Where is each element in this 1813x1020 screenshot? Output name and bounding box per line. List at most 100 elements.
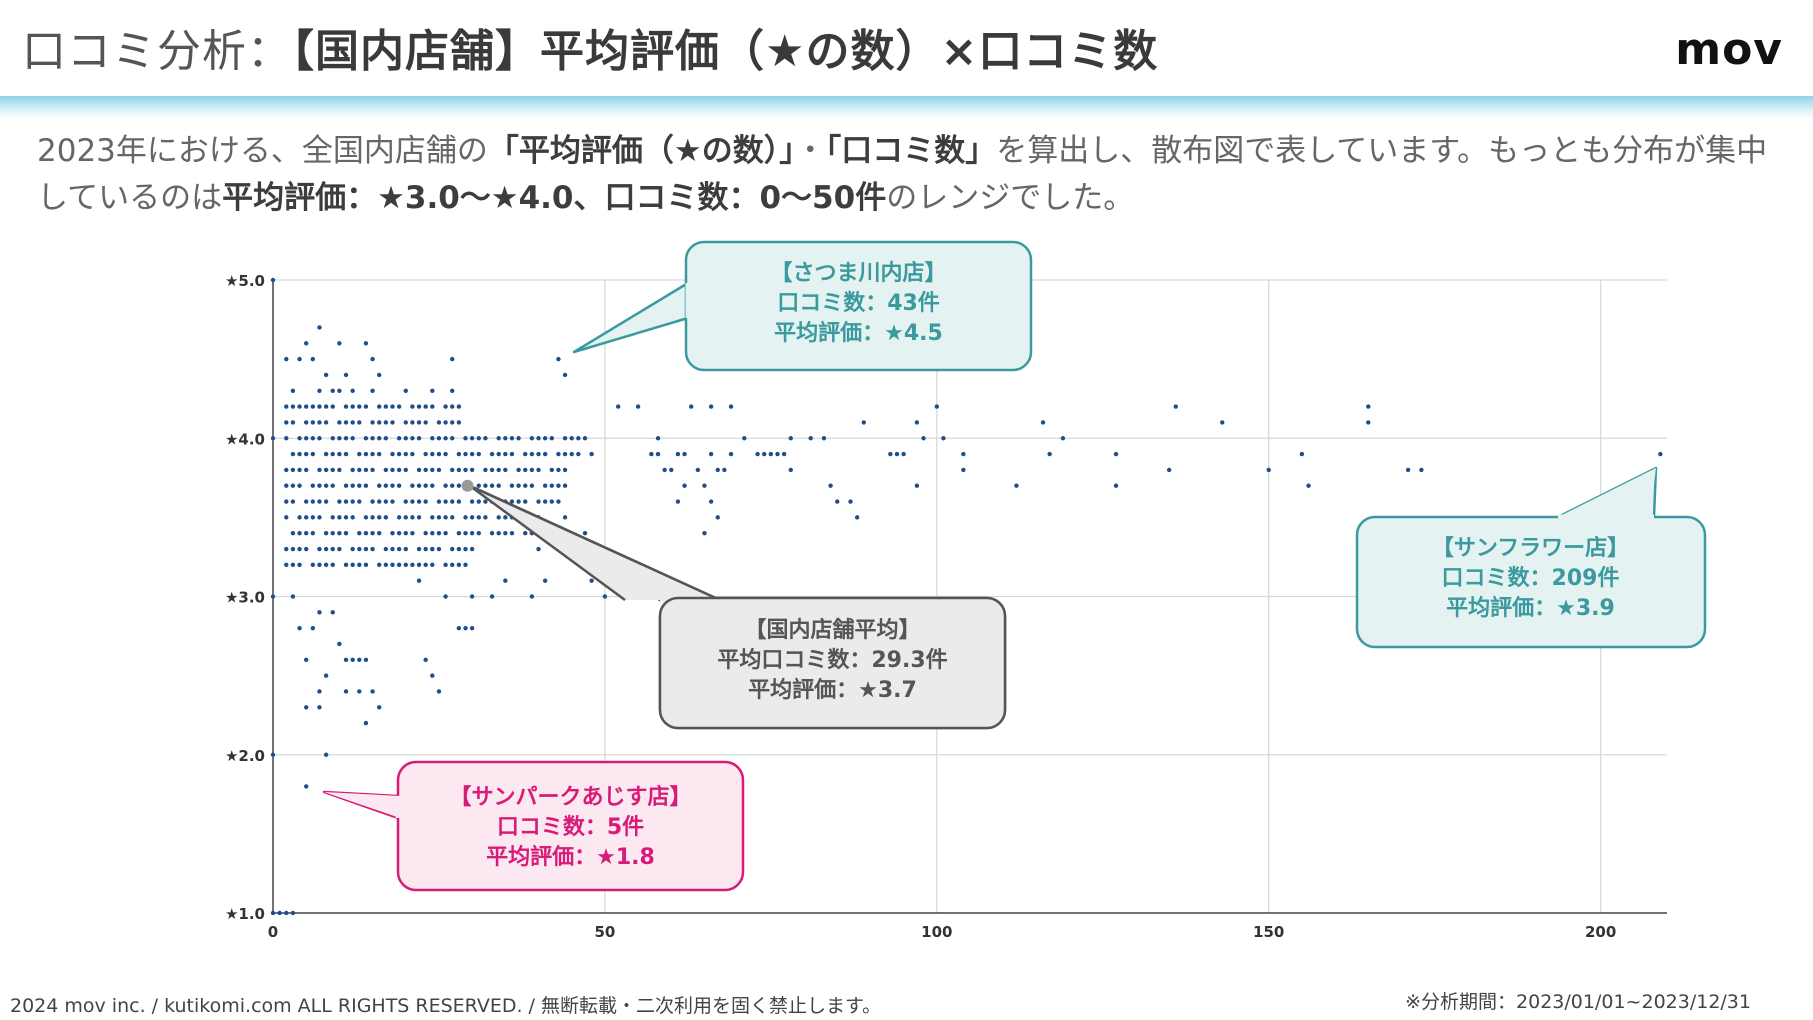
data-point xyxy=(303,657,309,662)
callout-satsuma-reviews: 口コミ数：43件 xyxy=(777,291,940,316)
data-point xyxy=(788,436,793,441)
data-point xyxy=(310,356,316,362)
data-point xyxy=(516,436,521,441)
data-point xyxy=(941,436,946,441)
data-point xyxy=(436,499,442,504)
data-point xyxy=(310,436,316,441)
data-point xyxy=(1047,451,1052,457)
data-point xyxy=(463,546,468,552)
data-point xyxy=(463,451,468,457)
bubble-sunflower-tail-fill xyxy=(1558,468,1656,517)
data-point xyxy=(350,436,355,441)
data-point xyxy=(330,515,335,520)
data-point xyxy=(450,546,455,552)
data-point xyxy=(961,467,966,473)
data-point xyxy=(416,404,422,409)
data-point xyxy=(503,451,508,457)
data-point xyxy=(390,451,395,457)
data-point xyxy=(363,546,369,552)
data-point xyxy=(728,451,734,457)
data-point xyxy=(483,483,488,488)
data-point xyxy=(416,562,422,568)
data-point xyxy=(529,483,535,488)
data-point xyxy=(370,546,375,552)
data-point xyxy=(708,451,714,457)
data-point xyxy=(357,546,362,552)
data-point xyxy=(1366,420,1371,425)
data-point xyxy=(496,483,501,488)
data-point xyxy=(436,689,442,694)
data-point xyxy=(463,625,468,631)
data-point xyxy=(476,483,481,488)
data-point xyxy=(310,515,316,520)
data-point xyxy=(350,562,355,568)
data-point xyxy=(370,420,375,425)
data-point xyxy=(337,436,342,441)
data-point xyxy=(436,420,442,425)
data-point xyxy=(1419,467,1424,473)
data-point xyxy=(363,341,369,346)
data-point xyxy=(436,515,442,520)
data-point xyxy=(562,436,568,441)
data-point xyxy=(768,451,774,457)
callout-average: 【国内店舗平均】 平均口コミ数：29.3件 平均評価：★3.7 xyxy=(660,616,1005,706)
data-point xyxy=(516,467,521,473)
data-point xyxy=(682,451,687,457)
data-point xyxy=(469,499,475,504)
data-point xyxy=(503,515,508,520)
data-point xyxy=(337,531,342,536)
data-point xyxy=(1014,483,1019,488)
data-point xyxy=(443,594,448,599)
data-point xyxy=(708,404,714,409)
data-point xyxy=(562,451,568,457)
data-point xyxy=(323,531,329,536)
data-point xyxy=(443,531,448,536)
data-point xyxy=(615,404,621,409)
data-point xyxy=(284,499,289,504)
data-point xyxy=(337,420,342,425)
callout-average-name: 【国内店舗平均】 xyxy=(744,618,921,643)
data-point xyxy=(416,515,422,520)
data-point xyxy=(377,705,382,710)
data-point xyxy=(410,562,415,568)
data-point xyxy=(330,436,335,441)
data-point xyxy=(1220,420,1225,425)
data-point xyxy=(456,562,462,568)
data-point xyxy=(476,499,481,504)
data-point xyxy=(270,594,276,599)
data-point xyxy=(357,499,362,504)
data-point xyxy=(383,562,389,568)
data-point xyxy=(270,910,276,916)
data-point xyxy=(436,467,442,473)
data-point xyxy=(556,483,561,488)
data-point xyxy=(675,499,681,504)
data-point xyxy=(343,515,349,520)
data-point xyxy=(423,404,428,409)
data-point xyxy=(450,499,455,504)
data-point xyxy=(682,483,687,488)
footer-copyright: 2024 mov inc. / kutikomi.com ALL RIGHTS … xyxy=(10,995,882,1017)
data-point xyxy=(317,546,322,552)
data-point xyxy=(370,356,375,362)
data-point xyxy=(357,562,362,568)
data-point xyxy=(523,483,528,488)
data-point xyxy=(655,436,661,441)
data-point xyxy=(914,420,920,425)
data-point xyxy=(443,420,448,425)
data-point xyxy=(310,420,316,425)
data-point xyxy=(290,531,296,536)
data-point xyxy=(450,420,455,425)
data-point xyxy=(290,499,296,504)
data-point xyxy=(290,388,296,393)
data-point xyxy=(317,499,322,504)
data-point xyxy=(323,404,329,409)
data-point xyxy=(357,420,362,425)
chart-ticks: ★1.0 ★2.0 ★3.0 ★4.0 ★5.0 0 50 100 150 200 xyxy=(225,272,1616,941)
data-point xyxy=(350,499,355,504)
data-point xyxy=(284,910,289,916)
data-point xyxy=(310,625,316,631)
data-point xyxy=(284,546,289,552)
data-point xyxy=(655,451,661,457)
callout-sunflower-rating: 平均評価：★3.9 xyxy=(1446,596,1615,621)
data-point xyxy=(523,531,528,536)
